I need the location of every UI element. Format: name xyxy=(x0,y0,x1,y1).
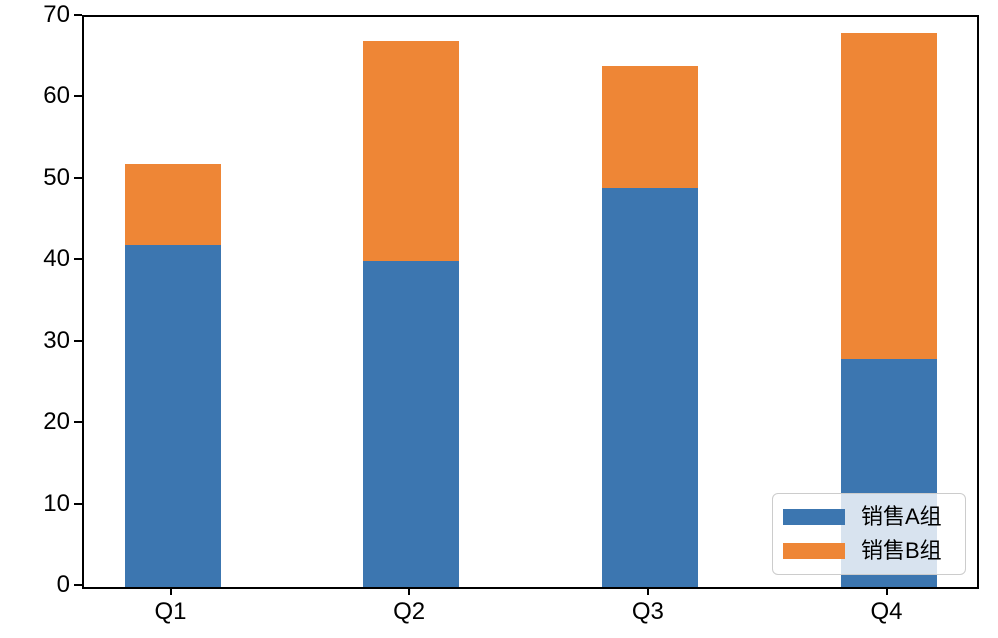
y-tick-mark xyxy=(74,584,82,586)
bar-segment-Q1-series0 xyxy=(124,245,221,587)
x-tick-label: Q2 xyxy=(393,598,426,625)
y-tick-label: 50 xyxy=(43,163,70,191)
bar-segment-Q2-series1 xyxy=(363,41,460,262)
y-tick-label: 40 xyxy=(43,245,70,273)
y-tick-mark xyxy=(74,258,82,261)
y-tick-label: 20 xyxy=(43,408,70,436)
x-tick-mark xyxy=(885,587,888,595)
x-tick-label: Q1 xyxy=(154,598,187,625)
y-tick-mark xyxy=(74,14,82,16)
y-tick-mark xyxy=(74,339,82,342)
y-tick-label: 30 xyxy=(43,326,70,354)
bar-segment-Q3-series0 xyxy=(601,188,698,587)
bar-segment-Q1-series1 xyxy=(124,163,221,245)
x-tick-label: Q4 xyxy=(870,598,903,625)
x-tick-mark xyxy=(169,587,172,595)
y-tick-label: 70 xyxy=(43,1,70,28)
x-tick-mark xyxy=(408,587,411,595)
bar-segment-Q3-series1 xyxy=(601,65,698,188)
legend-row: 销售B组 xyxy=(783,540,955,562)
plot-area: 销售A组销售B组 xyxy=(82,15,979,589)
y-tick-label: 0 xyxy=(56,571,70,598)
x-tick-label: Q3 xyxy=(631,598,664,625)
legend: 销售A组销售B组 xyxy=(772,493,966,575)
y-tick-label: 60 xyxy=(43,82,70,110)
legend-swatch-icon xyxy=(783,509,845,525)
y-tick-mark xyxy=(74,95,82,98)
x-tick-mark xyxy=(646,587,649,595)
bar-segment-Q2-series0 xyxy=(363,261,460,587)
y-tick-mark xyxy=(74,176,82,179)
legend-label: 销售A组 xyxy=(861,504,942,529)
legend-swatch-icon xyxy=(783,543,845,559)
y-tick-label: 10 xyxy=(43,489,70,517)
y-tick-mark xyxy=(74,421,82,424)
legend-label: 销售B组 xyxy=(861,538,942,563)
y-tick-mark xyxy=(74,502,82,505)
legend-row: 销售A组 xyxy=(783,506,955,528)
bar-segment-Q4-series1 xyxy=(840,33,937,359)
